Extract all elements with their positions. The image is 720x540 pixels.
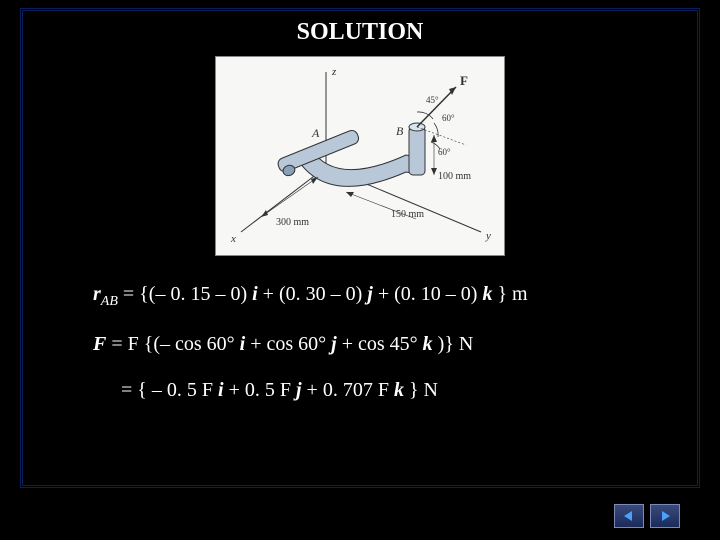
point-a-label: A xyxy=(311,126,320,140)
slide-frame: SOLUTION z x y A B F xyxy=(20,8,700,488)
prev-icon xyxy=(622,509,636,523)
dim-150: 150 mm xyxy=(391,209,424,220)
next-icon xyxy=(658,509,672,523)
angle-45: 45° xyxy=(426,95,439,105)
nav-controls xyxy=(614,504,680,528)
axis-x-label: x xyxy=(230,233,236,245)
dim-300: 300 mm xyxy=(276,217,309,228)
slide-title: SOLUTION xyxy=(23,19,697,46)
axis-z-label: z xyxy=(331,66,337,78)
equation-f1: F = F {(– cos 60° i + cos 60° j + cos 45… xyxy=(93,330,697,358)
mechanics-diagram: z x y A B F 45° 60° 60 xyxy=(216,57,506,257)
dim-100: 100 mm xyxy=(438,171,471,182)
equation-block: rAB = {(– 0. 15 – 0) i + (0. 30 – 0) j +… xyxy=(93,280,697,404)
angle-60b: 60° xyxy=(438,147,451,157)
equation-f2: = { – 0. 5 F i + 0. 5 F j + 0. 707 F k }… xyxy=(121,376,697,404)
next-button[interactable] xyxy=(650,504,680,528)
force-label: F xyxy=(460,73,468,88)
point-b-label: B xyxy=(396,124,404,138)
axis-y-label: y xyxy=(485,230,491,242)
solution-figure: z x y A B F 45° 60° 60 xyxy=(215,56,505,256)
angle-60a: 60° xyxy=(442,113,455,123)
prev-button[interactable] xyxy=(614,504,644,528)
equation-r: rAB = {(– 0. 15 – 0) i + (0. 30 – 0) j +… xyxy=(93,280,697,312)
